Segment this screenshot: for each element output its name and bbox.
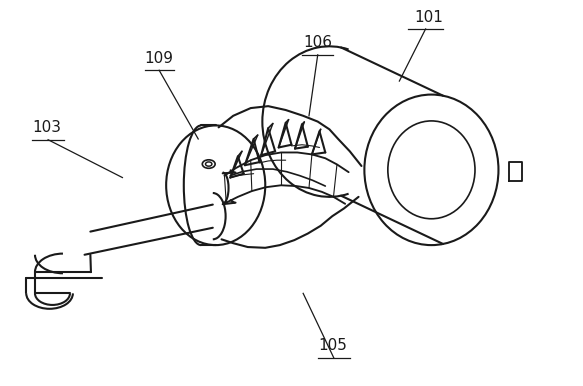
Text: 109: 109	[144, 51, 173, 66]
Text: 105: 105	[318, 338, 347, 353]
Text: 103: 103	[32, 120, 61, 135]
Text: 106: 106	[303, 35, 332, 50]
Text: 101: 101	[414, 10, 443, 25]
